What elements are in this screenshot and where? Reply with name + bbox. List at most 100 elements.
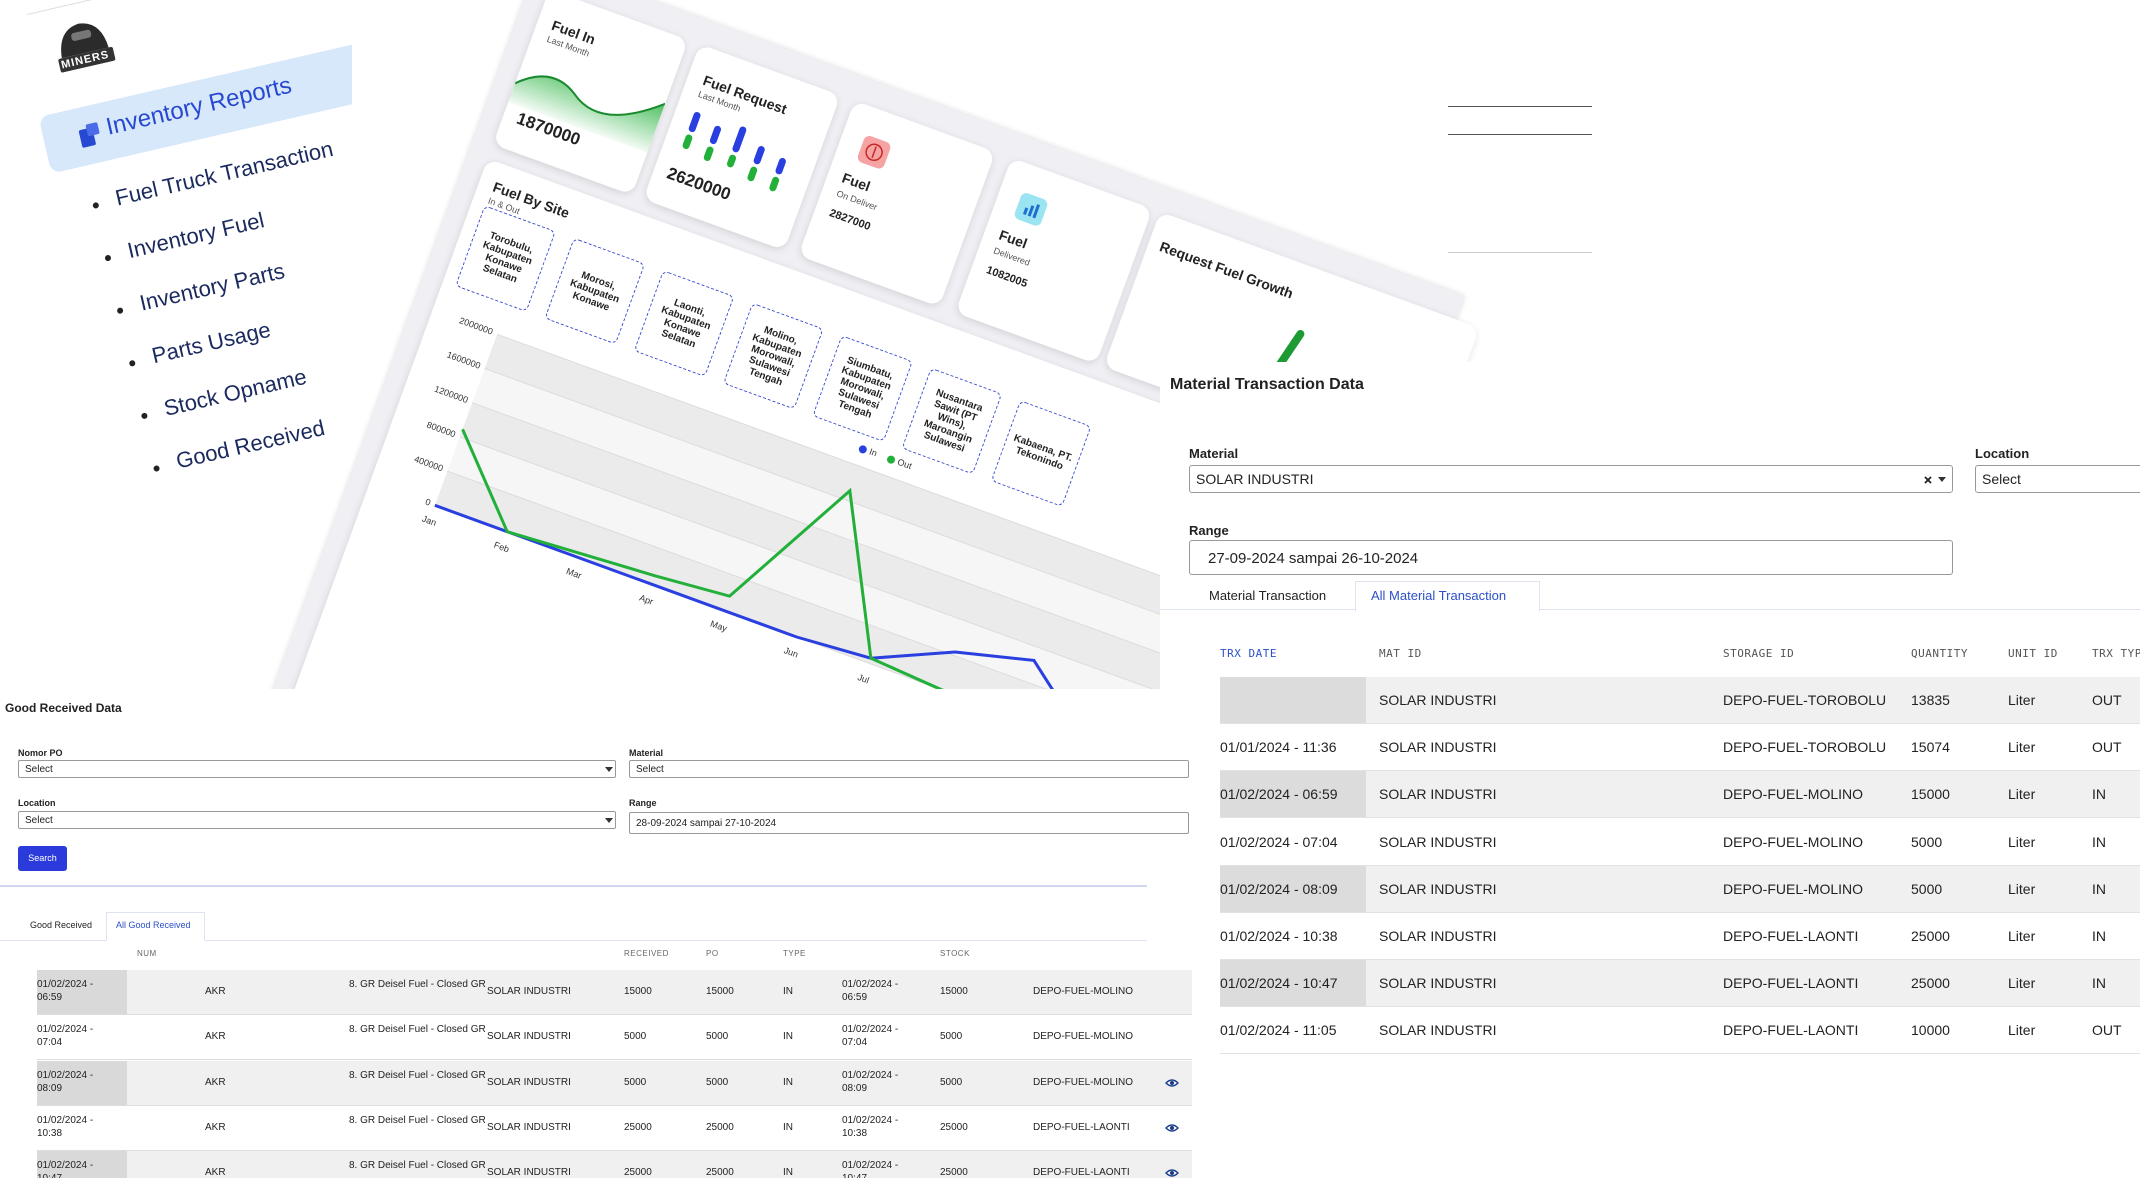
- field-value: SOLAR INDUSTRI: [1196, 471, 1314, 487]
- eye: [1165, 1169, 1179, 1177]
- dropdown-arrow: [605, 818, 613, 823]
- table-cell: 01/02/2024 - 08:09: [1220, 881, 1338, 897]
- tab-box[interactable]: [106, 912, 205, 941]
- table-cell: OUT: [2092, 739, 2122, 755]
- search-button[interactable]: [18, 846, 67, 871]
- table-cell: IN: [783, 1031, 793, 1042]
- menu-bullet: [128, 359, 136, 367]
- table-cell: IN: [2092, 881, 2106, 897]
- table-cell: 01/02/2024 - 07:04: [842, 1024, 899, 1048]
- separator: [0, 885, 1147, 887]
- table-cell: 25000: [940, 1167, 968, 1178]
- table-cell: 13835: [1911, 692, 1950, 708]
- table-row: 01/02/2024 - 08:09 SOLAR INDUSTRI DEPO-FUE…: [1220, 866, 2140, 913]
- field-input[interactable]: Select: [629, 760, 1189, 778]
- table-cell: IN: [783, 1077, 793, 1088]
- menu-bullet: [104, 254, 112, 262]
- grid-band: [484, 334, 1325, 670]
- field-input[interactable]: Select: [18, 811, 616, 829]
- sparkline: [508, 75, 666, 153]
- table-cell: SOLAR INDUSTRI: [1379, 881, 1497, 897]
- table-cell: 01/02/2024 - 06:59: [37, 979, 94, 1003]
- table-cell: 5000: [1911, 834, 1943, 850]
- menu-bullet: [92, 201, 100, 210]
- date-cell-bg: [1220, 771, 1366, 817]
- x-tick-label: Feb: [493, 540, 511, 555]
- menu-item[interactable]: Parts Usage: [149, 316, 273, 369]
- menu-item[interactable]: Inventory Parts: [137, 258, 287, 316]
- clear-icon[interactable]: [1924, 476, 1932, 484]
- x-tick-label: Jun: [783, 645, 800, 659]
- card-fuel-in: Fuel In Last Month 1870000: [492, 0, 689, 196]
- table-cell: OUT: [2092, 692, 2122, 708]
- date-cell-bg: [1220, 960, 1366, 1006]
- menu-bullet: [140, 412, 149, 420]
- tab-active[interactable]: All Good Received: [116, 920, 191, 930]
- field-input[interactable]: Select: [1975, 465, 2140, 493]
- y-tick-label: 0: [424, 497, 432, 508]
- good-received-panel: Good Received Data Search Nomor PO Select…: [0, 689, 1192, 1178]
- menu-item[interactable]: Inventory Fuel: [125, 207, 267, 264]
- table-cell: DEPO-FUEL-TOROBOLU: [1723, 739, 1887, 755]
- table-cell: 5000: [706, 1031, 729, 1042]
- search-button-label[interactable]: Search: [28, 853, 57, 863]
- table-cell: IN: [2092, 834, 2106, 850]
- field-label: Material: [1189, 446, 1239, 461]
- view-icon[interactable]: [1165, 1123, 1179, 1133]
- table-cell: SOLAR INDUSTRI: [487, 1167, 571, 1178]
- table-header: QUANTITY: [1911, 647, 1968, 660]
- table-cell: IN: [2092, 928, 2106, 944]
- field-value: 27-09-2024 sampai 26-10-2024: [1208, 549, 1419, 567]
- menu-item[interactable]: Good Received: [173, 415, 328, 474]
- table-cell: 25000: [706, 1122, 734, 1133]
- tab[interactable]: Material Transaction: [1209, 588, 1327, 603]
- tab[interactable]: Good Received: [30, 920, 93, 930]
- table-cell: DEPO-FUEL-MOLINO: [1723, 834, 1864, 850]
- x-tick-label: Mar: [565, 566, 583, 581]
- icon: [856, 134, 893, 171]
- table-cell: AKR: [205, 1122, 226, 1133]
- pupil: [1170, 1081, 1174, 1085]
- dropdown-arrow: [1938, 477, 1946, 482]
- date-cell-bg: [1220, 677, 1366, 723]
- field-input[interactable]: SOLAR INDUSTRI: [1189, 465, 1953, 493]
- pupil: [1170, 1126, 1174, 1130]
- field-label: Location: [18, 798, 56, 808]
- table-cell: 01/02/2024 - 06:59: [842, 979, 899, 1003]
- panel-title: Material Transaction Data: [1170, 376, 1364, 393]
- x-tick-label: May: [709, 618, 729, 633]
- table-cell: Liter: [2008, 786, 2036, 802]
- table-header: TRX DATE: [1220, 647, 1277, 660]
- view-icon[interactable]: [1165, 1168, 1179, 1178]
- table-cell: 15000: [624, 986, 652, 997]
- mini-bars: [682, 111, 786, 192]
- field-input[interactable]: 28-09-2024 sampai 27-10-2024: [629, 812, 1189, 834]
- logo-icon: [58, 23, 116, 73]
- table-cell: 25000: [624, 1167, 652, 1178]
- field-input[interactable]: 27-09-2024 sampai 26-10-2024: [1189, 540, 1953, 575]
- table-cell: 8. GR Deisel Fuel - Closed GR: [349, 1024, 486, 1035]
- icon: [1013, 191, 1049, 228]
- date-cell-bg: [37, 970, 127, 1014]
- x-tick-label: Apr: [638, 593, 655, 607]
- table-row: 01/02/2024 - 11:05 SOLAR INDUSTRI DEPO-FUE…: [1220, 1007, 2140, 1054]
- table-cell: 8. GR Deisel Fuel - Closed GR: [349, 979, 486, 990]
- table-cell: DEPO-FUEL-LAONTI: [1723, 1022, 1859, 1038]
- table-cell: 8. GR Deisel Fuel - Closed GR: [349, 1115, 486, 1126]
- view-icon[interactable]: [1165, 1078, 1179, 1088]
- table-cell: DEPO-FUEL-LAONTI: [1033, 1167, 1130, 1178]
- table-row: SOLAR INDUSTRI DEPO-FUEL-TOROBOLU 13835 Lit…: [1220, 677, 2140, 724]
- table-cell: Liter: [2008, 975, 2036, 991]
- table-cell: SOLAR INDUSTRI: [487, 1077, 571, 1088]
- tab-box[interactable]: [1355, 581, 1540, 612]
- table-cell: 5000: [624, 1031, 647, 1042]
- field-input[interactable]: Select: [18, 760, 616, 778]
- menu-item[interactable]: Stock Opname: [161, 363, 309, 421]
- table-cell: SOLAR INDUSTRI: [487, 1031, 571, 1042]
- table-row: 01/02/2024 - 10:47 SOLAR INDUSTRI DEPO-FUE…: [1220, 960, 2140, 1007]
- tab-active[interactable]: All Material Transaction: [1371, 588, 1507, 603]
- grid-band: [459, 402, 1300, 738]
- table-cell: 01/02/2024 - 10:47: [842, 1160, 899, 1178]
- table-cell: DEPO-FUEL-MOLINO: [1723, 786, 1864, 802]
- table-header: MAT ID: [1379, 647, 1422, 660]
